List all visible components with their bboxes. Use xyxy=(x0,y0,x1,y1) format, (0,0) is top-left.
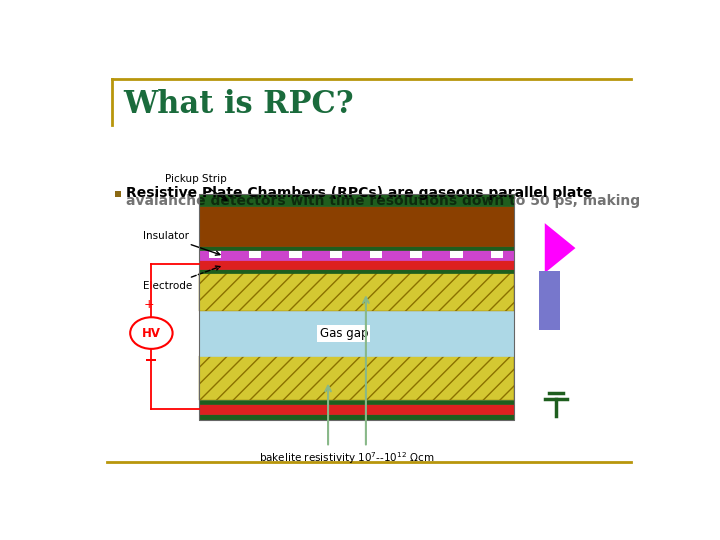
Bar xyxy=(490,251,503,258)
Bar xyxy=(289,251,302,258)
Bar xyxy=(249,251,261,258)
Polygon shape xyxy=(545,223,575,273)
Bar xyxy=(539,272,560,329)
Bar xyxy=(451,251,463,258)
Bar xyxy=(145,359,156,361)
Text: Pickup Strip: Pickup Strip xyxy=(166,174,227,200)
Text: Electrode: Electrode xyxy=(143,266,220,291)
Bar xyxy=(330,251,342,258)
Bar xyxy=(209,251,221,258)
Bar xyxy=(199,194,514,206)
Circle shape xyxy=(130,318,173,349)
Bar xyxy=(370,251,382,258)
Text: What is RPC?: What is RPC? xyxy=(124,89,354,120)
Text: Resistive Plate Chambers (RPCs) are gaseous parallel plate: Resistive Plate Chambers (RPCs) are gase… xyxy=(126,186,593,200)
Bar xyxy=(199,356,514,400)
Bar xyxy=(199,311,514,356)
Bar xyxy=(199,414,514,420)
Bar xyxy=(199,194,514,420)
Bar xyxy=(199,400,514,404)
Bar xyxy=(115,191,121,197)
Text: bakelite resistivity $10^{7}$--$10^{12}$ $\Omega$cm: bakelite resistivity $10^{7}$--$10^{12}$… xyxy=(259,451,435,467)
Bar xyxy=(199,206,514,246)
Text: +: + xyxy=(143,298,154,311)
Bar xyxy=(199,246,514,250)
Bar xyxy=(199,260,514,269)
Bar xyxy=(199,250,514,260)
Bar xyxy=(199,273,514,311)
Text: HV: HV xyxy=(142,327,161,340)
Text: Gas gap: Gas gap xyxy=(320,327,368,340)
Bar xyxy=(199,404,514,414)
Text: Insulator: Insulator xyxy=(143,231,220,255)
Bar xyxy=(410,251,423,258)
Bar xyxy=(199,269,514,273)
Text: avalanche detectors with time resolutions down to 50 ps, making: avalanche detectors with time resolution… xyxy=(126,194,640,208)
